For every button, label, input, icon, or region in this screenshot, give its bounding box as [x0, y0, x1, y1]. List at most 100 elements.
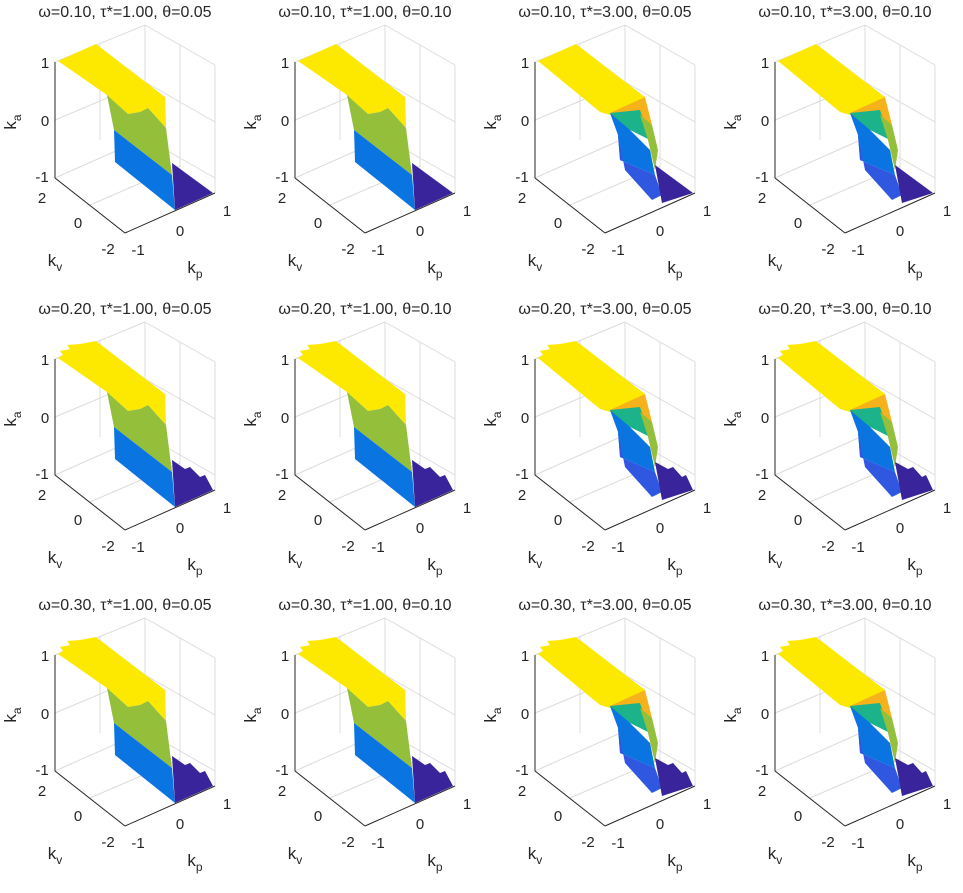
kv-axis-line	[774, 770, 846, 827]
kv-tick-label: 2	[278, 487, 286, 504]
kv-axis-line	[294, 770, 366, 827]
kp-axis-line	[604, 489, 696, 531]
surface-patch	[778, 341, 885, 412]
z-tick-label: 1	[281, 352, 289, 369]
z-tick-label: 0	[521, 706, 529, 723]
surface-patch	[858, 432, 902, 497]
kp-axis-label: kp	[907, 555, 923, 578]
surface-plot: 1 0 -1 2 0 -2 -1 0 1 ka kv kp ω=0.10, τ*=1.00, θ=0.1…	[241, 4, 471, 281]
surface-patch	[538, 44, 645, 115]
surface-patch	[114, 723, 175, 803]
z-tick-label: 1	[281, 648, 289, 665]
kv-tick-label: -2	[581, 241, 594, 258]
kp-tick-label: 0	[896, 520, 904, 537]
surface-patch	[114, 130, 175, 210]
kp-tick-label: 1	[463, 500, 471, 517]
surface-panel: 1 0 -1 2 0 -2 -1 0 1 ka kv kp ω=0.10, τ*=1.00, θ=0.0…	[0, 0, 241, 295]
surface-panel: 1 0 -1 2 0 -2 -1 0 1 ka kv kp ω=0.30, τ*=3.00, θ=0.0…	[480, 593, 721, 888]
kv-axis-line	[534, 770, 606, 827]
surface	[58, 637, 213, 803]
panel-title: ω=0.30, τ*=1.00, θ=0.05	[38, 597, 211, 614]
kp-axis-line	[844, 785, 936, 827]
surface-patch	[895, 165, 933, 203]
kp-axis-label: kp	[667, 258, 683, 281]
surface-patch	[858, 728, 902, 793]
surface-patch	[640, 115, 658, 170]
kp-tick-label: 1	[703, 796, 711, 813]
kp-tick-label: 0	[416, 520, 424, 537]
kv-axis-line	[534, 177, 606, 234]
grid-line	[774, 434, 866, 476]
grid-line	[144, 674, 216, 716]
kv-axis-line	[54, 770, 126, 827]
kv-tick-label: -2	[101, 538, 114, 555]
kp-tick-label: 0	[896, 223, 904, 240]
grid-line	[624, 378, 696, 420]
kp-tick-label: -1	[611, 242, 624, 259]
z-tick-label: 1	[521, 55, 529, 72]
surface	[298, 341, 453, 507]
kp-tick-label: 0	[656, 816, 664, 833]
kp-axis-label: kp	[187, 555, 203, 578]
surface-patch	[850, 703, 890, 733]
z-tick-label: 1	[41, 352, 49, 369]
axes	[534, 359, 696, 531]
surface-patch	[107, 392, 172, 472]
panel-title: ω=0.20, τ*=1.00, θ=0.05	[38, 301, 211, 318]
grid-line	[534, 730, 626, 772]
kv-tick-label: -2	[581, 538, 594, 555]
axes	[54, 62, 216, 234]
panel-title: ω=0.30, τ*=1.00, θ=0.10	[278, 597, 451, 614]
kp-axis-label: kp	[187, 258, 203, 281]
kv-tick-label: 2	[518, 190, 526, 207]
kv-tick-label: 0	[554, 808, 562, 825]
z-tick-label: 0	[761, 113, 769, 130]
kp-tick-label: 0	[416, 816, 424, 833]
panel-title: ω=0.10, τ*=3.00, θ=0.05	[518, 4, 691, 21]
surface	[58, 341, 213, 507]
grid-line	[144, 378, 216, 420]
kv-axis-label: kv	[48, 844, 63, 867]
surface-patch	[610, 703, 650, 733]
z-tick-label: 1	[41, 648, 49, 665]
kp-tick-label: -1	[371, 835, 384, 852]
kv-tick-label: -2	[581, 834, 594, 851]
z-tick-label: -1	[515, 466, 528, 483]
z-tick-label: 0	[41, 113, 49, 130]
surface-plot: 1 0 -1 2 0 -2 -1 0 1 ka kv kp ω=0.30, τ*=3.00, θ=0.1…	[721, 597, 951, 874]
kp-axis-line	[604, 785, 696, 827]
kp-tick-label: 1	[223, 500, 231, 517]
z-tick-label: 0	[761, 410, 769, 427]
surface-patch	[895, 462, 933, 500]
surface-patch	[778, 637, 885, 708]
kv-axis-label: kv	[768, 844, 783, 867]
surface-patch	[298, 341, 406, 425]
z-tick-label: -1	[35, 169, 48, 186]
kp-tick-label: 0	[176, 816, 184, 833]
surface-patch	[298, 637, 406, 721]
z-axis-label: ka	[241, 114, 264, 130]
surface-plot: 1 0 -1 2 0 -2 -1 0 1 ka kv kp ω=0.30, τ*=1.00, θ=0.0…	[1, 597, 231, 874]
grid-line	[624, 674, 696, 716]
kp-axis-label: kp	[187, 851, 203, 874]
kp-axis-label: kp	[907, 851, 923, 874]
kv-tick-label: 0	[554, 512, 562, 529]
surface-patch	[58, 44, 166, 128]
z-tick-label: 1	[281, 55, 289, 72]
z-tick-label: 1	[41, 55, 49, 72]
panel-title: ω=0.20, τ*=3.00, θ=0.10	[758, 301, 931, 318]
kp-axis-label: kp	[907, 258, 923, 281]
kp-axis-label: kp	[427, 555, 443, 578]
z-axis-label: ka	[241, 411, 264, 427]
kp-tick-label: 0	[656, 223, 664, 240]
z-axis-label: ka	[481, 707, 504, 723]
panel-title: ω=0.10, τ*=1.00, θ=0.10	[278, 4, 451, 21]
surface-patch	[618, 432, 662, 497]
axes	[54, 359, 216, 531]
surface-patch	[880, 708, 898, 763]
surface-patch	[347, 392, 412, 472]
z-tick-label: -1	[275, 169, 288, 186]
surface	[778, 637, 933, 796]
kp-tick-label: -1	[131, 835, 144, 852]
kv-axis-label: kv	[288, 548, 303, 571]
